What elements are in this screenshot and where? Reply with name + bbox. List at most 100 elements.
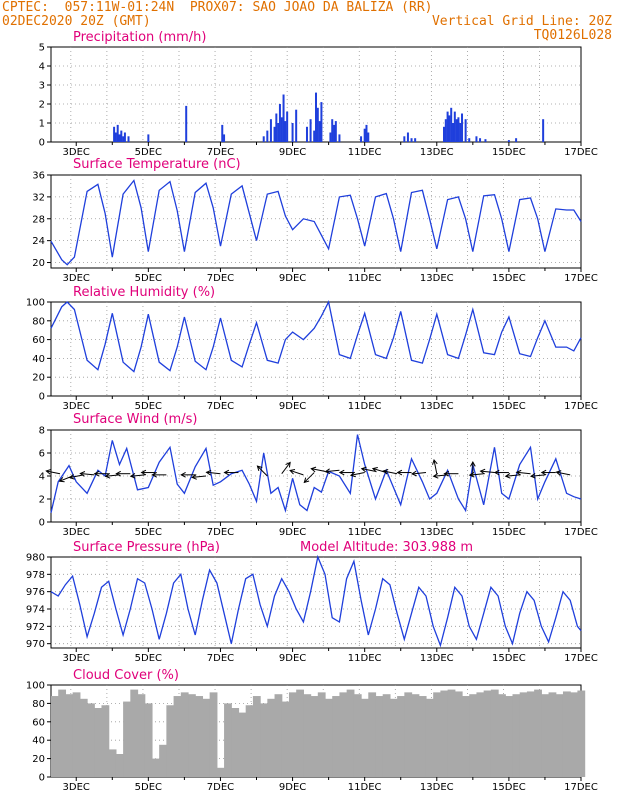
cloud-bar xyxy=(267,698,276,777)
precip-bar xyxy=(114,132,117,142)
precip-ytick-label: 4 xyxy=(39,62,45,73)
precip-bar xyxy=(542,119,545,142)
wind-wind-arrowhead xyxy=(555,470,562,476)
wind-wind-arrowhead xyxy=(93,470,100,477)
press-xtick-label: 9DEC xyxy=(279,653,306,664)
cloud-bar xyxy=(79,698,88,777)
precip-bar xyxy=(484,139,487,142)
wind-wind-arrowhead xyxy=(410,470,417,477)
wind-wind-arrow xyxy=(505,474,520,477)
precip-xtick-label: 15DEC xyxy=(492,147,526,158)
wind-wind-arrow xyxy=(325,469,340,473)
press-xtick-label: 15DEC xyxy=(492,653,526,664)
wind-wind-arrow xyxy=(350,472,365,476)
precip-xtick-label: 9DEC xyxy=(279,147,306,158)
cloud-xtick-label: 5DEC xyxy=(135,782,162,793)
cloud-bar xyxy=(534,689,542,777)
temp-ytick-label: 20 xyxy=(32,258,45,269)
cloud-bar xyxy=(526,691,535,777)
cloud-xtick-label: 7DEC xyxy=(207,782,234,793)
cloud-bar xyxy=(188,694,196,777)
precip-bar xyxy=(223,134,226,142)
wind-wind-arrow xyxy=(105,474,120,477)
cloud-ytick-label: 100 xyxy=(26,681,45,692)
wind-wind-arrowhead xyxy=(324,468,331,475)
wind-wind-arrowhead xyxy=(338,469,345,476)
precip-bar xyxy=(269,119,272,142)
wind-wind-arrowhead xyxy=(515,469,522,476)
precip-bar xyxy=(116,124,119,142)
wind-wind-arrowhead xyxy=(191,474,197,480)
cloud-bar xyxy=(123,701,131,777)
wind-wind-arrowhead xyxy=(223,469,230,476)
rh-ytick-label: 0 xyxy=(39,392,45,403)
header-line2-left: 02DEC2020 20Z (GMT) xyxy=(2,14,151,29)
temp-xtick-label: 15DEC xyxy=(492,273,526,284)
press-xtick-label: 17DEC xyxy=(564,653,598,664)
cloud-bar xyxy=(130,689,139,777)
temp-xtick-label: 13DEC xyxy=(420,273,454,284)
press-series-line xyxy=(50,554,582,648)
wind-wind-arrowhead xyxy=(180,472,186,478)
wind-wind-arrow xyxy=(281,462,291,475)
precip-bar xyxy=(479,138,482,142)
cloud-bar xyxy=(476,692,485,777)
wind-wind-arrow xyxy=(411,472,427,475)
cloud-bar xyxy=(317,692,326,777)
press-xtick-label: 5DEC xyxy=(135,653,162,664)
cloud-title: Cloud Cover (%) xyxy=(73,668,179,683)
precip-bar xyxy=(278,104,281,142)
wind-wind-arrowhead xyxy=(540,469,547,476)
precip-bar xyxy=(118,134,121,142)
precip-bar xyxy=(406,132,409,142)
precip-bar xyxy=(316,107,319,142)
cloud-bar xyxy=(353,694,362,777)
wind-wind-arrowhead xyxy=(285,461,291,468)
cloud-bar xyxy=(397,696,405,777)
rh-xtick-label: 11DEC xyxy=(348,401,382,412)
rh-xtick-label: 3DEC xyxy=(63,401,90,412)
press-ytick-label: 978 xyxy=(26,570,45,581)
wind-ytick-label: 8 xyxy=(39,426,45,437)
cloud-xtick-label: 9DEC xyxy=(279,782,306,793)
precip-bar xyxy=(442,126,445,142)
precip-xtick-label: 3DEC xyxy=(63,147,90,158)
rh-ytick-label: 80 xyxy=(32,316,45,327)
wind-ytick-label: 2 xyxy=(39,495,45,506)
cloud-bar xyxy=(325,698,333,777)
cloud-bar xyxy=(447,689,456,777)
temp-title: Surface Temperature (nC) xyxy=(73,157,241,172)
header-line3-right: TQ0126L028 xyxy=(533,28,612,43)
wind-wind-arrowhead xyxy=(382,468,389,475)
cloud-bar xyxy=(245,705,254,777)
cloud-bar xyxy=(231,708,240,777)
precip-ytick-label: 5 xyxy=(39,43,45,54)
rh-xtick-label: 13DEC xyxy=(420,401,454,412)
wind-ytick-label: 4 xyxy=(39,472,45,483)
precip-bar xyxy=(273,126,276,142)
temp-xtick-label: 9DEC xyxy=(279,273,306,284)
wind-wind-arrow xyxy=(556,471,571,476)
cloud-bar xyxy=(404,692,413,777)
wind-xtick-label: 17DEC xyxy=(564,527,598,538)
cloud-bar xyxy=(274,694,283,777)
wind-ytick-label: 0 xyxy=(39,518,45,529)
wind-series-line xyxy=(50,434,582,513)
wind-wind-arrowhead xyxy=(371,467,378,473)
cloud-bar xyxy=(339,692,348,777)
precip-bar xyxy=(461,113,464,142)
cloud-ytick-label: 80 xyxy=(32,699,45,710)
rh-xtick-label: 5DEC xyxy=(135,401,162,412)
cloud-ytick-label: 0 xyxy=(39,773,45,784)
temp-ytick-label: 24 xyxy=(32,236,45,247)
cloud-bar xyxy=(58,689,67,777)
cloud-bar xyxy=(173,696,182,777)
precip-bar xyxy=(515,138,518,142)
wind-wind-arrow xyxy=(433,474,448,477)
wind-wind-arrow xyxy=(69,474,84,479)
cloud-bar xyxy=(151,758,160,777)
precip-bar xyxy=(475,136,478,142)
cloud-ytick-label: 20 xyxy=(32,754,45,765)
precip-bar xyxy=(448,115,451,142)
precip-bar xyxy=(305,126,308,142)
